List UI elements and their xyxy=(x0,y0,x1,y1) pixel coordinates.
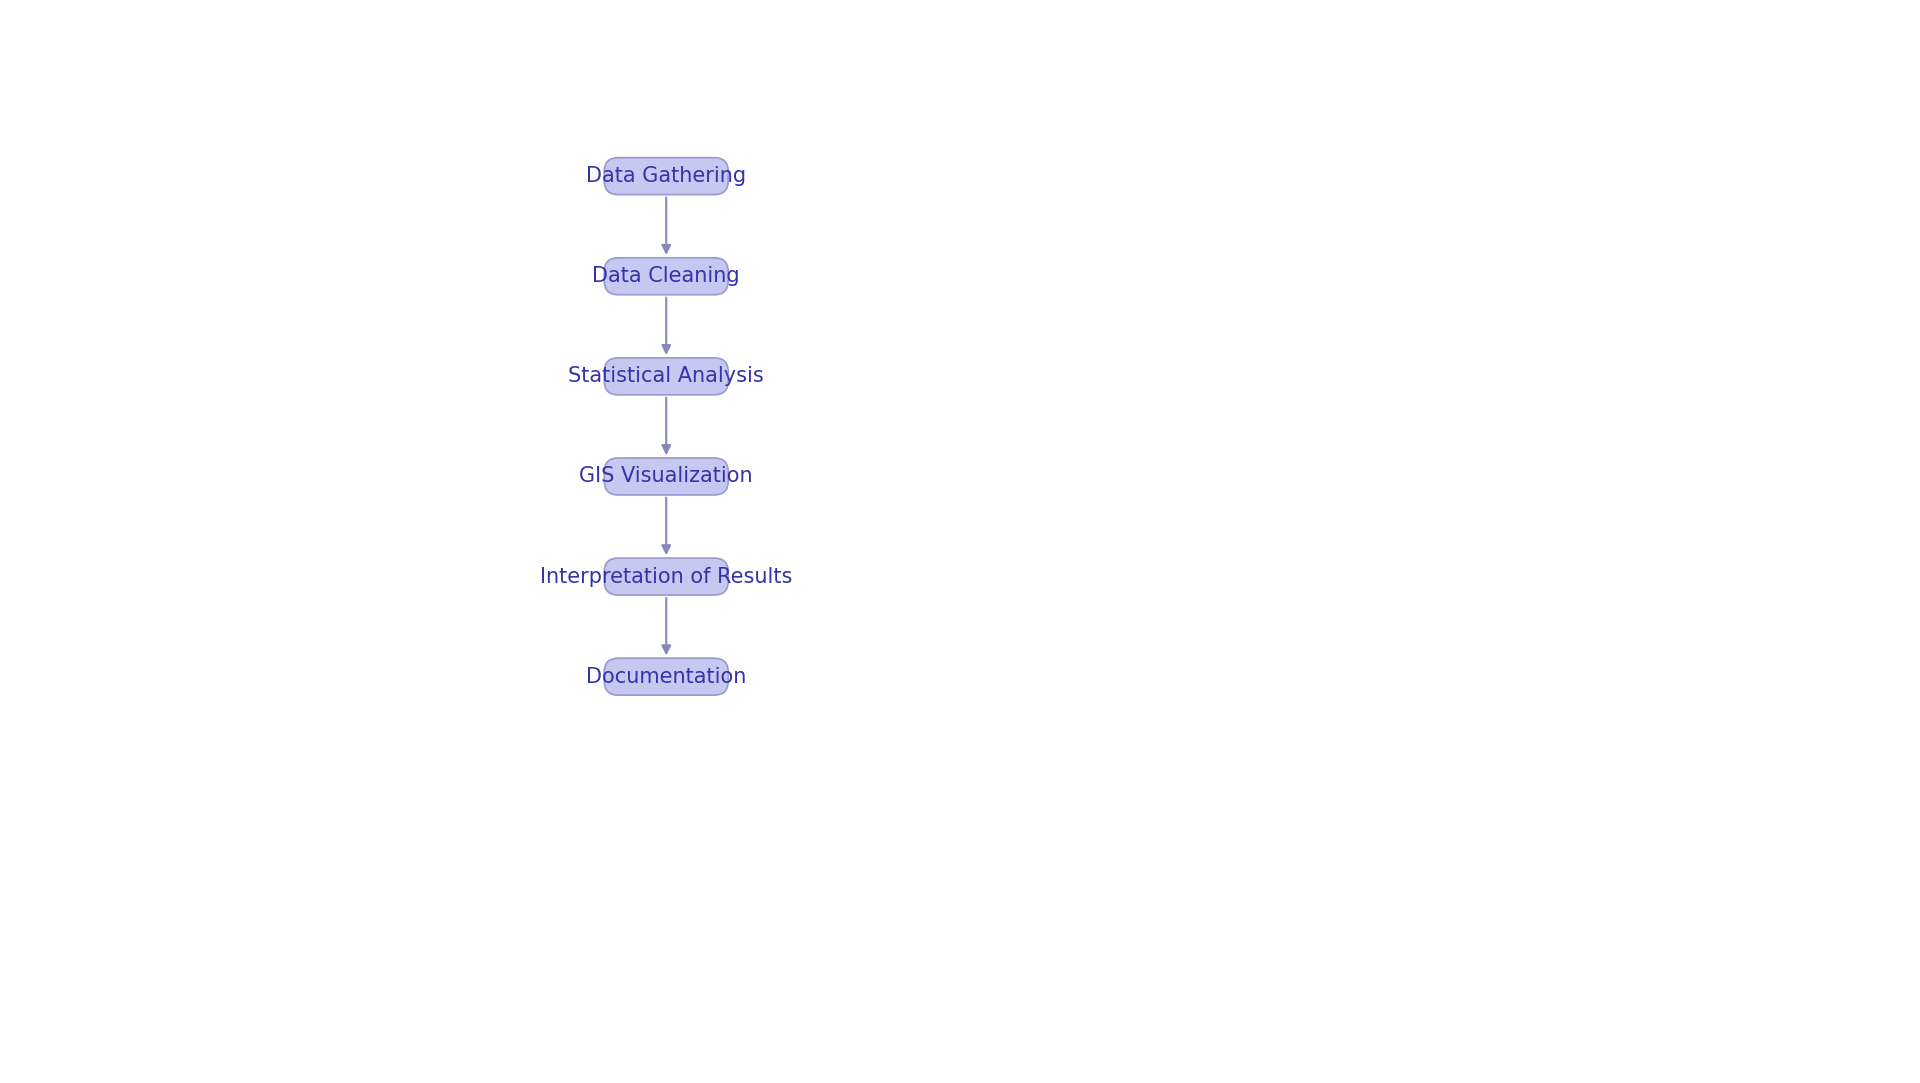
Text: Statistical Analysis: Statistical Analysis xyxy=(568,366,764,387)
FancyBboxPatch shape xyxy=(605,357,728,395)
Text: Interpretation of Results: Interpretation of Results xyxy=(540,566,793,587)
Text: Data Gathering: Data Gathering xyxy=(586,166,747,186)
FancyBboxPatch shape xyxy=(605,258,728,295)
Text: Data Cleaning: Data Cleaning xyxy=(593,266,739,286)
FancyBboxPatch shape xyxy=(605,458,728,495)
FancyBboxPatch shape xyxy=(605,158,728,195)
Text: Documentation: Documentation xyxy=(586,667,747,687)
FancyBboxPatch shape xyxy=(605,558,728,595)
Text: GIS Visualization: GIS Visualization xyxy=(580,467,753,486)
FancyBboxPatch shape xyxy=(605,658,728,695)
